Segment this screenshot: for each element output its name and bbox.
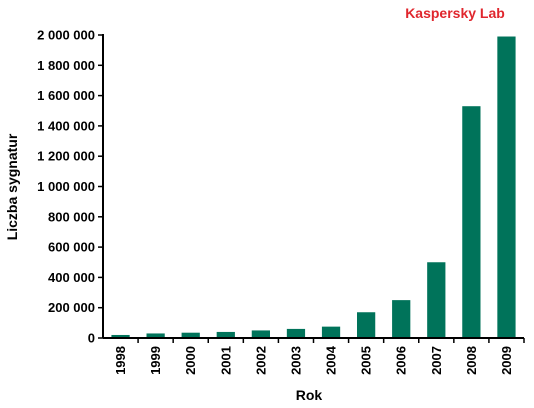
bars bbox=[111, 36, 516, 338]
x-tick-label: 2005 bbox=[359, 346, 374, 375]
y-tick-label: 2 000 000 bbox=[37, 28, 95, 43]
x-tick-label: 2003 bbox=[288, 346, 303, 375]
bar-2004 bbox=[321, 326, 341, 338]
y-axis-title: Liczba sygnatur bbox=[4, 133, 20, 240]
bar-1998 bbox=[111, 334, 130, 338]
y-tick-label: 400 000 bbox=[48, 270, 95, 285]
x-tick-label: 2004 bbox=[324, 345, 339, 375]
bar-1999 bbox=[146, 333, 165, 338]
x-tick-label: 2001 bbox=[218, 346, 233, 375]
y-tick-label: 0 bbox=[88, 331, 95, 346]
y-tick-label: 200 000 bbox=[48, 300, 95, 315]
brand-label: Kaspersky Lab bbox=[405, 5, 505, 21]
y-tick-label: 1 600 000 bbox=[37, 88, 95, 103]
bar-2003 bbox=[286, 328, 306, 338]
x-tick-label: 1998 bbox=[113, 346, 128, 375]
bar-2007 bbox=[427, 262, 446, 338]
y-tick-label: 1 200 000 bbox=[37, 149, 95, 164]
bar-2005 bbox=[357, 312, 376, 338]
x-axis-title: Rok bbox=[296, 387, 323, 403]
x-axis: 1998 1999 2000 2001 2002 2003 2004 2005 2006 2007… bbox=[113, 338, 525, 375]
bar-2000 bbox=[181, 332, 200, 338]
x-tick-label: 2006 bbox=[394, 346, 409, 375]
x-tick-label: 2009 bbox=[499, 346, 514, 375]
x-tick-label: 1999 bbox=[148, 346, 163, 375]
y-tick-label: 1 000 000 bbox=[37, 179, 95, 194]
x-tick-label: 2008 bbox=[464, 346, 479, 375]
x-tick-label: 2002 bbox=[253, 346, 268, 375]
y-tick-label: 800 000 bbox=[48, 209, 95, 224]
x-tick-label: 2007 bbox=[429, 346, 444, 375]
bar-2001 bbox=[216, 331, 235, 338]
bar-2002 bbox=[251, 330, 270, 338]
bar-2006 bbox=[392, 300, 411, 338]
bar-2009 bbox=[497, 36, 516, 338]
y-tick-label: 1 400 000 bbox=[37, 118, 95, 133]
y-axis: 0 200 000 400 000 600 000 800 000 1 000 000 1 … bbox=[37, 28, 103, 346]
bar-2008 bbox=[462, 106, 481, 338]
y-tick-label: 1 800 000 bbox=[37, 58, 95, 73]
x-tick-label: 2000 bbox=[183, 346, 198, 375]
y-tick-label: 600 000 bbox=[48, 240, 95, 255]
